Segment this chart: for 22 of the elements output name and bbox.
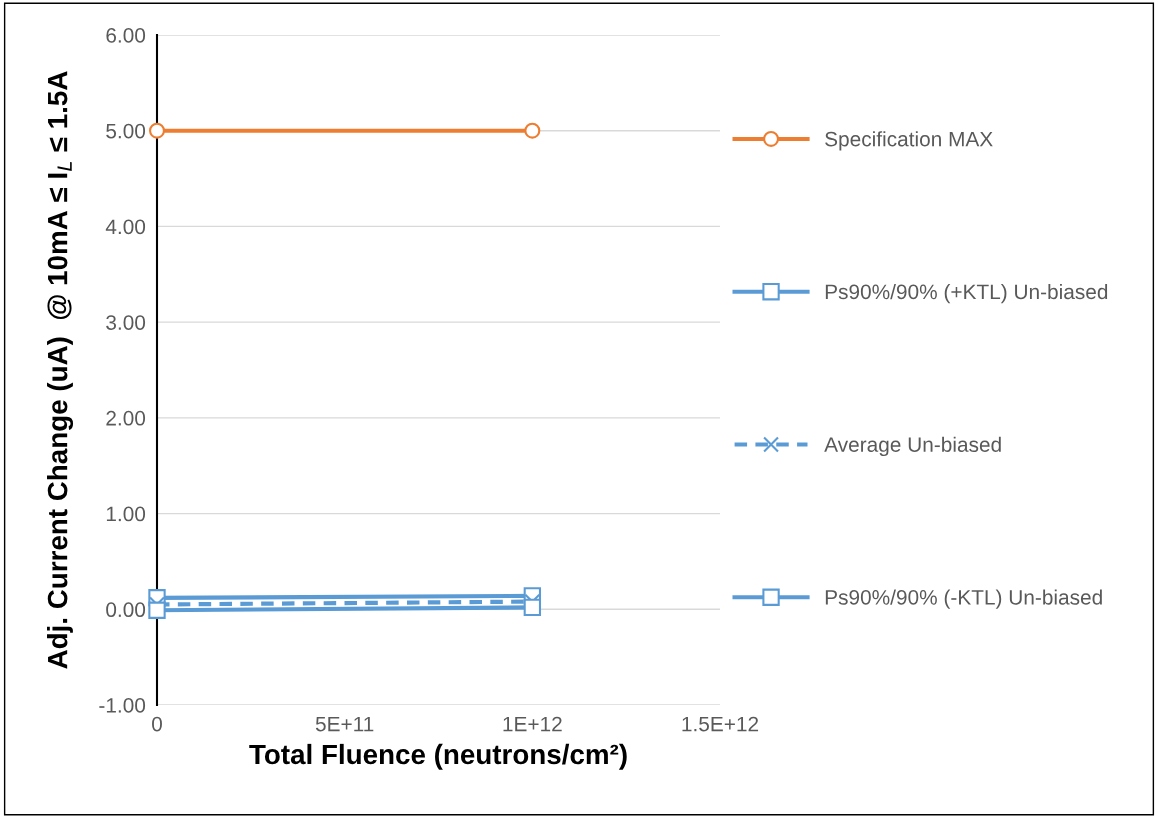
y-tick-label: 3.00	[106, 315, 146, 330]
point	[149, 122, 165, 139]
y-tick-label: 0.00	[106, 602, 146, 618]
x-tick-label: 1.5E+12	[682, 716, 759, 732]
x-tick-label: 0	[152, 716, 162, 732]
y-axis-title: Adj. Current Change (uA) @ 10mA ≤ I$_{L}$ ≤ 1.5A	[47, 71, 74, 669]
point	[523, 598, 542, 617]
point	[524, 122, 541, 139]
y-tick-label: 6.00	[106, 28, 146, 43]
legend-label: Ps90%/90% (+KTL) Un-biased	[825, 283, 1108, 304]
point	[148, 601, 166, 619]
y-tick-label: -1.00	[99, 698, 146, 713]
legend-label: Average Un-biased	[824, 436, 1001, 457]
legend-label: Specification MAX	[825, 131, 993, 151]
y-tick-label: 2.00	[106, 410, 146, 426]
x-axis-title: Total Fluence (neutrons/cm²)	[249, 743, 627, 770]
x-tick-label: 5E+11	[315, 716, 374, 732]
y-tick-label: 4.00	[105, 219, 146, 235]
legend-label: Ps90%/90% (-KTL) Un-biased	[825, 589, 1102, 609]
y-tick-label: 1.00	[106, 506, 146, 522]
x-tick-label: 1E+12	[503, 716, 562, 732]
y-tick-label: 5.00	[106, 123, 146, 139]
